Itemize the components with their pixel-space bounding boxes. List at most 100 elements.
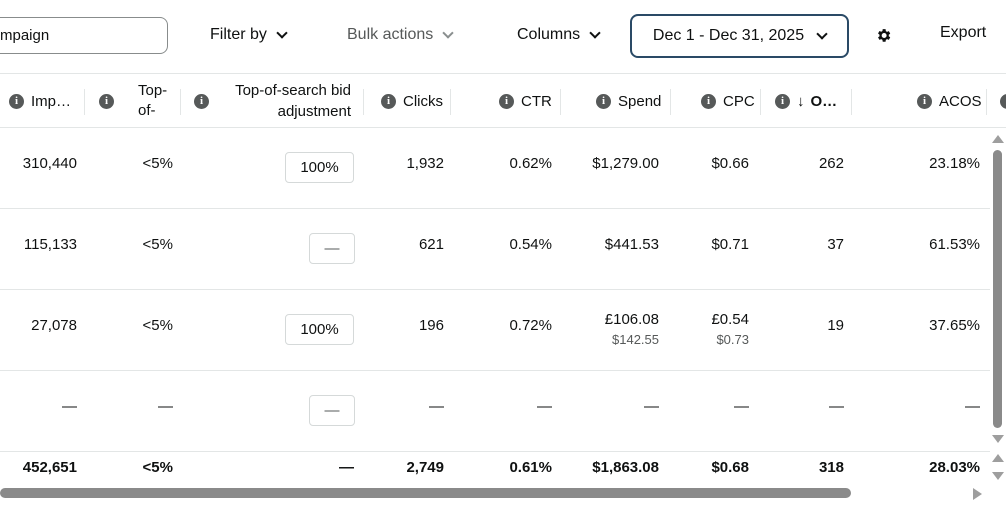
column-divider[interactable]	[363, 89, 364, 115]
cell-cpc: $0.71	[711, 236, 749, 253]
column-header-cpc[interactable]: i CPC	[701, 74, 755, 128]
bid-adjustment-input[interactable]: —	[309, 233, 355, 264]
scroll-right-arrow-icon[interactable]	[973, 488, 982, 500]
filter-by-label: Filter by	[210, 26, 267, 43]
cell-ctr: 0.62%	[509, 155, 552, 172]
cpc-converted-value: $0.73	[716, 332, 749, 347]
scroll-down-arrow-icon[interactable]	[992, 435, 1004, 443]
export-button[interactable]: Export	[940, 24, 987, 41]
cell-impressions: 310,440	[22, 155, 77, 172]
column-divider[interactable]	[986, 89, 987, 115]
cell-acos: 37.65%	[929, 317, 980, 334]
cell-cpc: —	[734, 398, 749, 415]
column-header-bid-adjustment[interactable]: Top-of-search bid adjustment	[235, 82, 351, 120]
total-bid-adjustment: —	[339, 459, 354, 476]
info-icon[interactable]: i	[381, 93, 396, 109]
gear-icon[interactable]	[875, 27, 892, 44]
total-orders: 318	[818, 459, 844, 476]
column-header-ctr[interactable]: i CTR	[499, 74, 552, 128]
cell-orders: —	[829, 398, 844, 415]
cell-cpc: £0.54 $0.73	[711, 311, 749, 347]
bid-adjustment-input[interactable]: 100%	[285, 314, 354, 345]
column-divider[interactable]	[450, 89, 451, 115]
cell-acos: 23.18%	[929, 155, 980, 172]
info-icon[interactable]: i	[917, 93, 932, 109]
totals-scroll-down-arrow-icon[interactable]	[992, 472, 1004, 480]
columns-button[interactable]: Columns	[517, 24, 601, 46]
cell-cpc: $0.66	[711, 155, 749, 172]
cell-orders: 37	[827, 236, 844, 253]
cell-impressions: 27,078	[31, 317, 77, 334]
column-divider[interactable]	[84, 89, 85, 115]
info-icon[interactable]: i	[1000, 93, 1006, 109]
info-icon[interactable]: i	[701, 93, 716, 109]
bulk-actions-label: Bulk actions	[347, 26, 434, 43]
spend-converted-value: $142.55	[612, 332, 659, 347]
cell-spend: $441.53	[604, 236, 659, 253]
chevron-down-icon	[442, 27, 454, 39]
bulk-actions-button[interactable]: Bulk actions	[347, 24, 454, 46]
total-ctr: 0.61%	[509, 459, 552, 476]
column-divider[interactable]	[180, 89, 181, 115]
vertical-scroll-thumb[interactable]	[993, 150, 1002, 428]
horizontal-scrollbar[interactable]	[0, 486, 990, 500]
column-header-impressions[interactable]: i Imp…	[9, 74, 71, 128]
column-header-clicks[interactable]: i Clicks	[381, 74, 443, 128]
scroll-up-arrow-icon[interactable]	[992, 135, 1004, 143]
info-icon[interactable]: i	[596, 93, 611, 109]
cell-clicks: 621	[418, 236, 444, 253]
cell-orders: 19	[827, 317, 844, 334]
cell-ctr: —	[537, 398, 552, 415]
cell-clicks: —	[429, 398, 444, 415]
cell-top-of-search: <5%	[142, 317, 173, 334]
column-header-spend[interactable]: i Spend	[596, 74, 661, 128]
total-top-of-search: <5%	[142, 459, 173, 476]
cell-spend: —	[644, 398, 659, 415]
column-header-orders[interactable]: i ↓ O…	[775, 74, 837, 128]
info-icon[interactable]: i	[775, 93, 790, 109]
total-impressions: 452,651	[22, 459, 77, 476]
campaign-search-input[interactable]	[0, 17, 168, 54]
cell-ctr: 0.72%	[509, 317, 552, 334]
cell-orders: 262	[818, 155, 844, 172]
total-acos: 28.03%	[929, 459, 980, 476]
vertical-scrollbar[interactable]	[990, 128, 1006, 450]
cell-clicks: 1,932	[406, 155, 444, 172]
cell-impressions: 115,133	[23, 236, 77, 253]
bid-adjustment-input[interactable]: —	[309, 395, 355, 426]
column-header-next[interactable]: i	[1000, 74, 1006, 128]
table-row: 115,133 <5% — 621 0.54% $441.53 $0.71 37…	[0, 209, 990, 290]
info-icon[interactable]: i	[99, 93, 114, 109]
info-icon[interactable]: i	[9, 93, 24, 109]
info-icon[interactable]: i	[194, 93, 209, 109]
table-row: — — — — — — — — —	[0, 371, 990, 452]
column-header-bid-adjustment-info[interactable]: i	[194, 74, 216, 128]
date-range-picker[interactable]: Dec 1 - Dec 31, 2025	[630, 14, 849, 58]
info-icon[interactable]: i	[499, 93, 514, 109]
filter-by-button[interactable]: Filter by	[210, 24, 288, 46]
totals-row: 452,651 <5% — 2,749 0.61% $1,863.08 $0.6…	[0, 451, 990, 485]
totals-scroll-up-arrow-icon[interactable]	[992, 454, 1004, 462]
cell-impressions: —	[62, 398, 77, 415]
column-header-top-of-search[interactable]: i	[99, 74, 121, 128]
column-divider[interactable]	[560, 89, 561, 115]
sort-descending-icon[interactable]: ↓	[797, 92, 805, 110]
total-spend: $1,863.08	[592, 459, 659, 476]
column-divider[interactable]	[670, 89, 671, 115]
table-row: 310,440 <5% 100% 1,932 0.62% $1,279.00 $…	[0, 128, 990, 209]
bid-adjustment-input[interactable]: 100%	[285, 152, 354, 183]
chevron-down-icon	[276, 27, 288, 39]
total-clicks: 2,749	[406, 459, 444, 476]
horizontal-scroll-thumb[interactable]	[0, 488, 851, 498]
column-divider[interactable]	[760, 89, 761, 115]
columns-label: Columns	[517, 26, 581, 43]
chevron-down-icon	[589, 27, 601, 39]
column-divider[interactable]	[851, 89, 852, 115]
cell-top-of-search: <5%	[142, 155, 173, 172]
table-header: i Imp… i Top- of- i Top-of-search bid ad…	[0, 74, 1006, 128]
chevron-down-icon	[816, 28, 828, 40]
column-header-top-of-search-label: Top- of-	[138, 82, 168, 119]
cell-spend: $1,279.00	[592, 155, 659, 172]
column-header-acos[interactable]: i ACOS	[917, 74, 982, 128]
cell-spend: £106.08 $142.55	[605, 311, 659, 347]
